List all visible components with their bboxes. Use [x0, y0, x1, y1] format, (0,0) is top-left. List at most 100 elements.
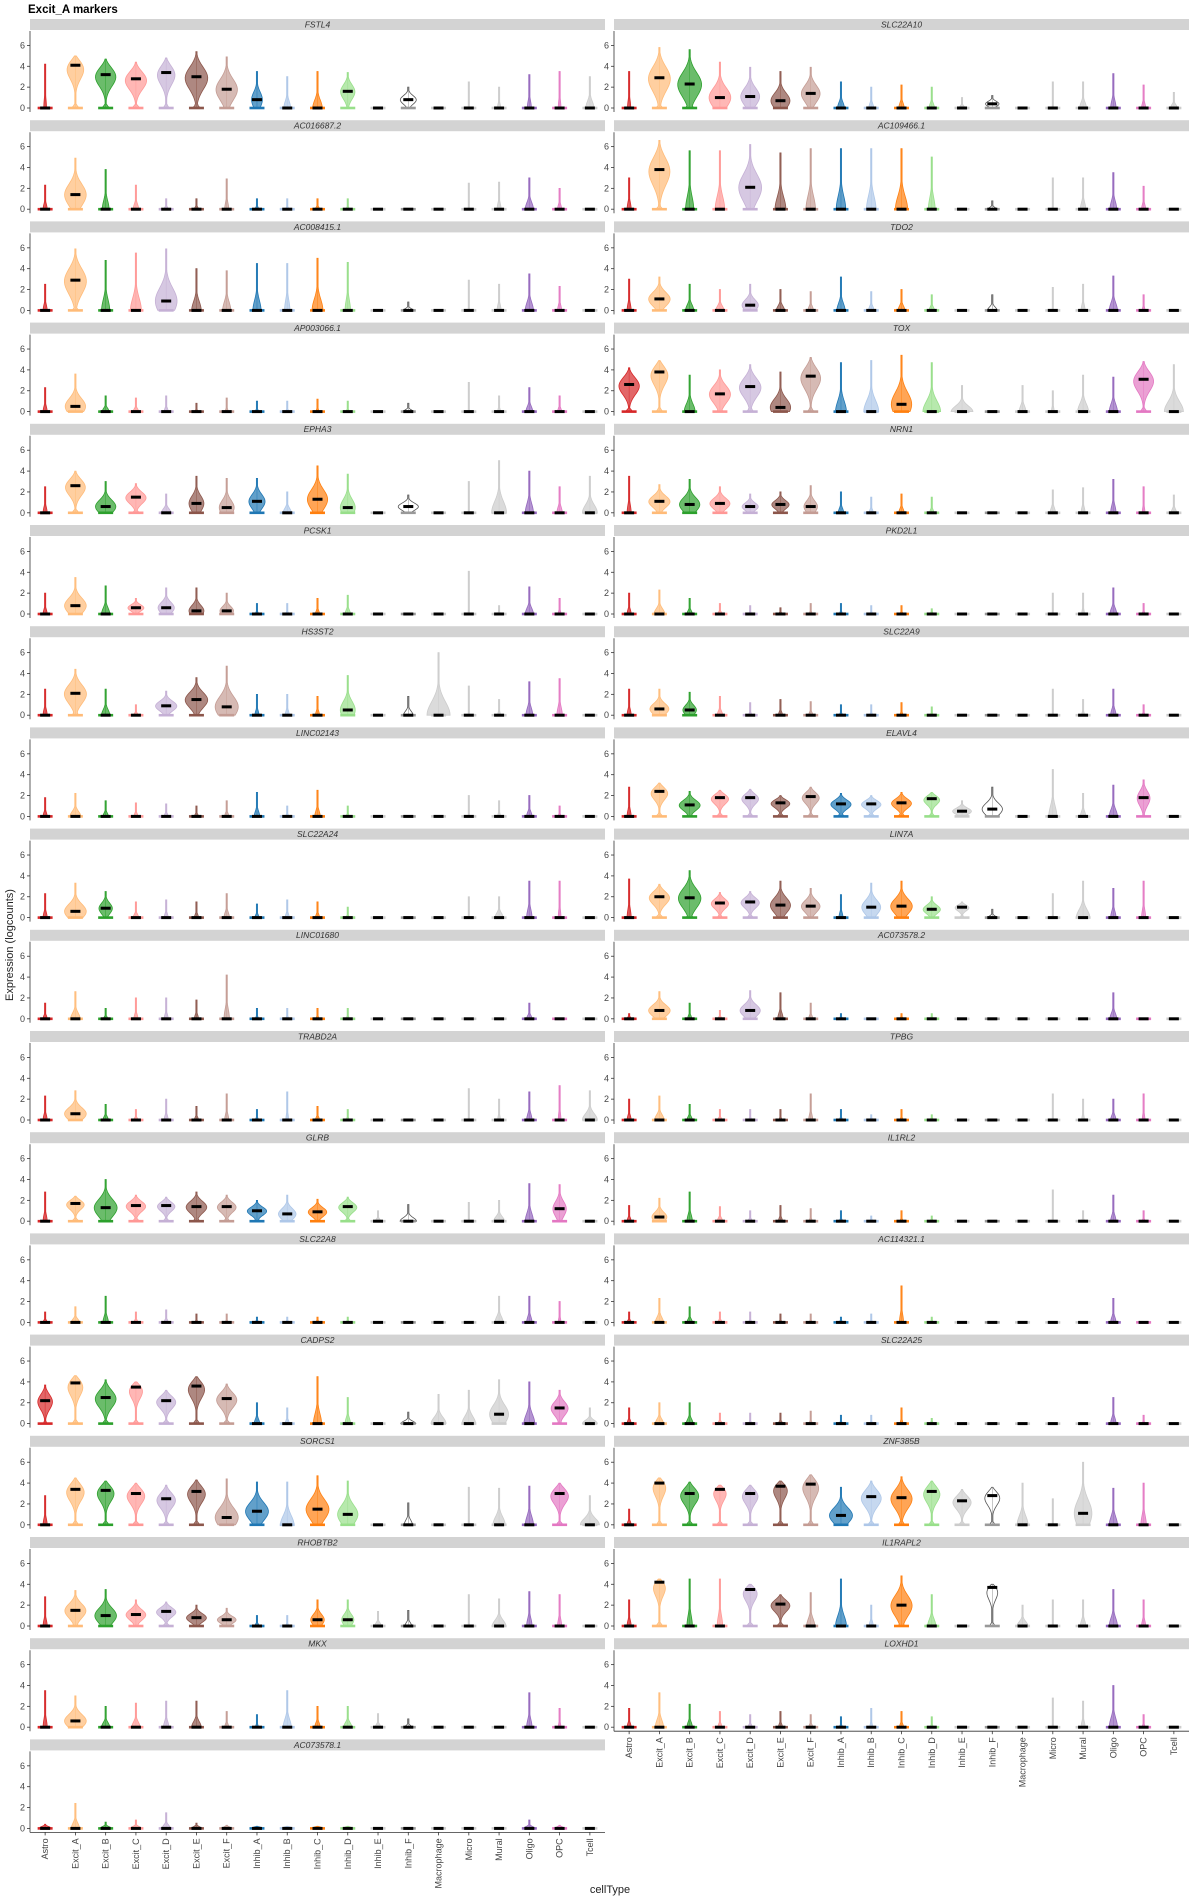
median-bar — [1047, 916, 1058, 920]
violin-Inhib_D — [340, 906, 356, 920]
violin-Macrophage — [1015, 511, 1031, 515]
x-tick-label: Excit_C — [715, 1737, 725, 1769]
violin-Micro — [461, 1725, 477, 1729]
zero-points — [651, 916, 667, 919]
violin-Mural — [489, 1379, 509, 1425]
median-bar — [342, 814, 353, 818]
median-bar — [866, 308, 877, 312]
median-bar — [463, 106, 474, 110]
violin-Excit_A — [650, 782, 669, 818]
violin-OPC — [1136, 1210, 1152, 1223]
violin-Excit_E — [188, 587, 205, 616]
violin-Inhib_F — [984, 1118, 1000, 1122]
median-bar — [745, 1422, 756, 1426]
median-bar — [312, 1422, 323, 1426]
median-bar — [312, 1826, 323, 1830]
median-bar — [373, 207, 384, 211]
violin-Inhib_C — [894, 1210, 909, 1223]
violin-Excit_F — [219, 178, 235, 211]
y-tick-label: 2 — [20, 1398, 25, 1408]
median-bar — [40, 1826, 51, 1830]
zero-points — [98, 1624, 114, 1628]
violin-Oligo — [521, 795, 537, 818]
median-bar — [463, 1624, 474, 1628]
y-tick-label: 0 — [604, 1317, 609, 1327]
violin-Inhib_C — [890, 1476, 913, 1527]
panel-strip-label: AC114321.1 — [877, 1234, 925, 1244]
median-bar — [100, 906, 111, 910]
zero-points — [833, 815, 849, 818]
median-bar — [805, 91, 816, 95]
median-bar — [866, 1422, 877, 1426]
violin-Excit_D — [155, 690, 178, 717]
median-bar — [554, 410, 565, 414]
zero-points — [491, 1422, 507, 1425]
y-tick-label: 4 — [604, 770, 609, 780]
violin-Inhib_A — [249, 1007, 265, 1021]
violin-Oligo — [521, 1692, 537, 1729]
median-bar — [624, 382, 635, 386]
median-bar — [745, 1320, 756, 1324]
median-bar — [191, 1616, 202, 1620]
zero-points — [772, 106, 788, 110]
median-bar — [342, 506, 353, 510]
median-bar — [251, 1826, 262, 1830]
violin-Oligo — [1105, 688, 1121, 717]
median-bar — [584, 1624, 595, 1628]
violin-Micro — [461, 81, 477, 110]
median-bar — [554, 1017, 565, 1021]
violin-Inhib_D — [340, 1397, 356, 1426]
violin-Oligo — [1105, 1487, 1121, 1527]
median-bar — [654, 707, 665, 711]
median-bar — [866, 1118, 877, 1122]
median-bar — [775, 1017, 786, 1021]
median-bar — [1047, 1523, 1058, 1527]
median-bar — [1168, 207, 1179, 211]
violin-Excit_E — [770, 795, 791, 818]
zero-points — [803, 511, 819, 515]
violin-Inhib_C — [894, 1109, 909, 1122]
median-bar — [654, 1215, 665, 1219]
violin-Excit_F — [219, 1093, 235, 1122]
median-bar — [191, 1118, 202, 1122]
median-bar — [524, 1826, 535, 1830]
median-bar — [282, 814, 293, 818]
violin-Excit_A — [63, 668, 87, 717]
violin-Macrophage — [431, 511, 447, 515]
median-bar — [373, 1826, 384, 1830]
panel-strip-label: TDO2 — [890, 222, 913, 232]
zero-points — [954, 916, 970, 919]
median-bar — [1047, 1422, 1058, 1426]
median-bar — [584, 308, 595, 312]
violin-Excit_F — [803, 603, 819, 616]
median-bar — [554, 308, 565, 312]
zero-points — [158, 1624, 174, 1628]
median-bar — [926, 1489, 937, 1493]
violin-Excit_B — [682, 1703, 698, 1729]
zero-points — [158, 713, 174, 717]
violin-Inhib_A — [833, 148, 849, 211]
violin-Inhib_E — [954, 1624, 970, 1628]
violin-Excit_F — [803, 1093, 819, 1122]
violin-Macrophage — [1015, 1725, 1031, 1729]
panel-strip-label: EPHA3 — [304, 424, 332, 434]
median-bar — [524, 1320, 535, 1324]
violin-Mural — [1075, 699, 1091, 717]
median-bar — [342, 612, 353, 616]
median-bar — [251, 1209, 262, 1213]
median-bar — [433, 207, 444, 211]
median-bar — [926, 797, 937, 801]
median-bar — [70, 814, 81, 818]
median-bar — [684, 896, 695, 900]
violin-Inhib_C — [307, 1198, 328, 1223]
median-bar — [1047, 410, 1058, 414]
median-bar — [433, 410, 444, 414]
median-bar — [624, 308, 635, 312]
violin-Excit_F — [800, 66, 821, 110]
violin-Macrophage — [1015, 1320, 1031, 1324]
violin-Mural — [1073, 1461, 1093, 1527]
violin-Inhib_F — [400, 1411, 417, 1426]
y-tick-label: 6 — [604, 1457, 609, 1467]
zero-points — [712, 1523, 728, 1527]
